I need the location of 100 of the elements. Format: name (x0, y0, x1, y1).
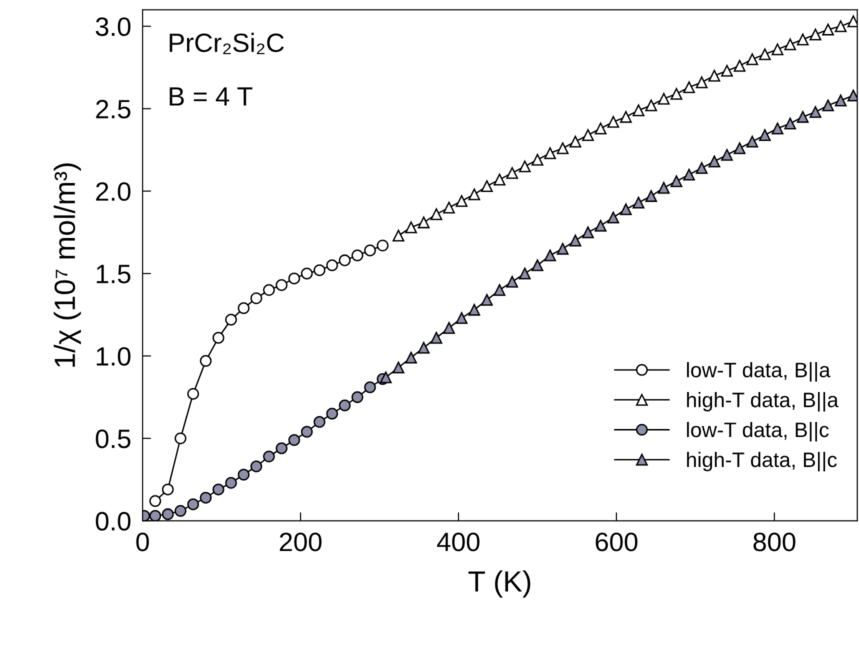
point (834, 94, 847, 106)
point (607, 116, 620, 128)
legend-label: low-T data, B||c (687, 422, 829, 442)
point (162, 508, 174, 520)
point (326, 259, 338, 272)
point (364, 381, 376, 394)
x-tick-label: 200 (280, 532, 322, 552)
x-tick-label: 800 (753, 532, 796, 552)
point (772, 122, 784, 134)
annotation: B = 4 T (170, 87, 252, 106)
point (494, 174, 506, 186)
point (796, 111, 809, 123)
point (734, 142, 746, 154)
point (149, 510, 162, 521)
point (392, 230, 404, 242)
legend-label: low-T data, B||a (687, 362, 830, 382)
point (569, 136, 582, 148)
point (418, 342, 430, 354)
point (772, 43, 784, 56)
point (632, 104, 644, 116)
point (468, 188, 480, 200)
point (607, 212, 620, 224)
y-tick-label: 0.0 (96, 512, 130, 531)
point (225, 476, 237, 489)
point (238, 468, 250, 481)
point (468, 304, 480, 316)
point (187, 498, 200, 510)
point (250, 460, 262, 472)
point (263, 284, 275, 296)
point (620, 203, 632, 216)
point (443, 322, 455, 334)
point (734, 60, 746, 72)
x-tick-label: 600 (596, 532, 638, 552)
point (721, 148, 733, 161)
y-tick-label: 3.0 (96, 17, 130, 36)
point (784, 38, 796, 50)
point (645, 99, 658, 112)
point (430, 332, 442, 344)
point (162, 484, 174, 496)
point (556, 142, 569, 154)
point (200, 492, 212, 504)
x-axis-title: T (K) (468, 570, 530, 598)
point (696, 76, 708, 88)
point (443, 202, 455, 214)
point (796, 34, 809, 46)
annotation: PrCr₂Si₂C (170, 32, 284, 54)
point (594, 220, 607, 232)
point (276, 442, 288, 454)
point (758, 129, 771, 141)
point (405, 221, 417, 234)
point (708, 70, 720, 82)
point (392, 362, 404, 374)
point (430, 208, 442, 220)
point (288, 434, 300, 446)
point (569, 234, 582, 246)
point (405, 352, 417, 364)
legend-label: high-T data, B||c (687, 452, 837, 472)
point (276, 279, 288, 291)
point (810, 106, 822, 118)
point (810, 28, 822, 40)
point (582, 129, 594, 141)
point (456, 195, 468, 207)
point (721, 64, 733, 77)
point (708, 156, 720, 168)
point (620, 111, 632, 123)
point (174, 432, 186, 444)
point (418, 216, 430, 228)
legend-label: high-T data, B||a (687, 392, 839, 412)
point (822, 24, 834, 36)
point (746, 53, 758, 66)
point (456, 312, 468, 324)
point (822, 99, 834, 112)
point (834, 20, 847, 32)
point (758, 48, 771, 60)
point (238, 302, 250, 314)
point (187, 388, 200, 400)
point (518, 268, 531, 280)
y-tick-label: 1.0 (96, 347, 130, 366)
point (212, 484, 224, 496)
y-tick-label: 0.5 (96, 430, 130, 448)
y-tick-label: 2.0 (96, 182, 130, 201)
point (300, 268, 313, 280)
point (784, 118, 796, 130)
point (174, 505, 186, 517)
point (506, 276, 518, 288)
point (696, 162, 708, 174)
point (544, 249, 556, 262)
point (338, 254, 351, 266)
point (658, 182, 670, 194)
point (532, 154, 544, 166)
point (658, 92, 670, 105)
point (314, 416, 326, 428)
point (364, 244, 376, 256)
point (338, 400, 351, 412)
x-tick-label: 0 (136, 532, 149, 552)
point (288, 272, 300, 284)
point (670, 175, 682, 188)
point (149, 495, 162, 507)
point (506, 167, 518, 179)
point (314, 264, 326, 276)
